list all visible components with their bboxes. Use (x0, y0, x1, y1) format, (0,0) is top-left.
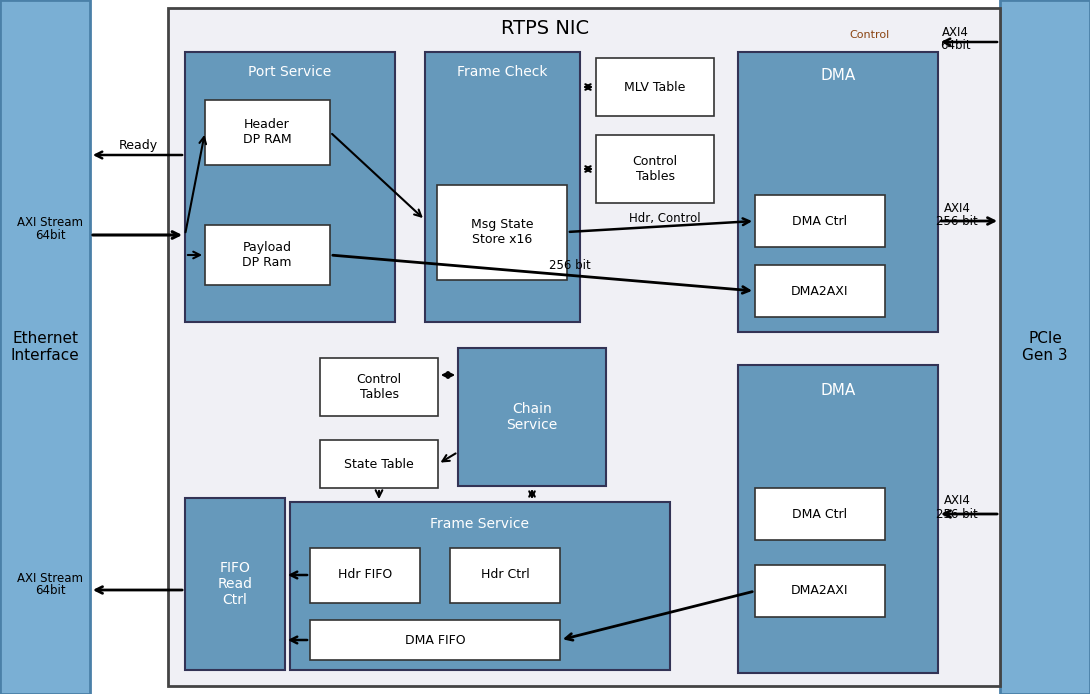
Text: 256 bit: 256 bit (936, 214, 978, 228)
Text: 64bit: 64bit (35, 228, 65, 242)
Text: Hdr Ctrl: Hdr Ctrl (481, 568, 530, 582)
Bar (425, 52, 580, 322)
Text: FIFO
Read
Ctrl: FIFO Read Ctrl (218, 561, 253, 607)
Bar (290, 502, 670, 670)
Text: 256 bit: 256 bit (549, 258, 591, 271)
Text: AXI4: AXI4 (942, 26, 968, 38)
Bar (596, 58, 714, 116)
Text: Hdr FIFO: Hdr FIFO (338, 568, 392, 582)
Bar (437, 185, 567, 280)
Bar (755, 565, 885, 617)
Text: MLV Table: MLV Table (625, 81, 686, 94)
Bar (0, 0, 90, 694)
Text: Control
Tables: Control Tables (632, 155, 678, 183)
Bar (185, 498, 284, 670)
Bar (738, 52, 938, 332)
Text: 256 bit: 256 bit (936, 507, 978, 520)
Bar (185, 52, 395, 322)
Text: AXI Stream: AXI Stream (17, 571, 83, 584)
Bar (205, 100, 330, 165)
Text: Frame Check: Frame Check (457, 65, 547, 79)
Bar (205, 225, 330, 285)
Text: AXI Stream: AXI Stream (17, 216, 83, 228)
Text: DMA: DMA (821, 382, 856, 398)
Text: PCIe
Gen 3: PCIe Gen 3 (1022, 331, 1068, 363)
Text: Control
Tables: Control Tables (356, 373, 401, 401)
Text: DMA2AXI: DMA2AXI (791, 584, 849, 598)
Bar (168, 8, 1000, 686)
Text: 64bit: 64bit (940, 38, 970, 51)
Text: Frame Service: Frame Service (431, 517, 530, 531)
Bar (755, 488, 885, 540)
Text: Hdr, Control: Hdr, Control (629, 212, 701, 224)
Bar (458, 348, 606, 486)
Text: DMA Ctrl: DMA Ctrl (792, 214, 848, 228)
Text: AXI4: AXI4 (944, 493, 970, 507)
Bar (320, 358, 438, 416)
Bar (320, 440, 438, 488)
Text: Ready: Ready (119, 139, 158, 151)
Text: Port Service: Port Service (249, 65, 331, 79)
Text: Control: Control (850, 30, 891, 40)
Text: 64bit: 64bit (35, 584, 65, 598)
Text: DMA: DMA (821, 67, 856, 83)
Bar (450, 548, 560, 603)
Text: State Table: State Table (344, 457, 414, 471)
Bar (310, 548, 420, 603)
Text: Chain
Service: Chain Service (507, 402, 558, 432)
Text: RTPS NIC: RTPS NIC (501, 19, 589, 37)
Bar (596, 135, 714, 203)
Bar (310, 620, 560, 660)
Text: Ethernet
Interface: Ethernet Interface (11, 331, 80, 363)
Text: AXI4: AXI4 (944, 201, 970, 214)
Text: Payload
DP Ram: Payload DP Ram (242, 241, 292, 269)
Bar (755, 265, 885, 317)
Text: Header
DP RAM: Header DP RAM (243, 118, 291, 146)
Bar (738, 365, 938, 673)
Bar (755, 195, 885, 247)
Text: DMA Ctrl: DMA Ctrl (792, 507, 848, 520)
Text: DMA2AXI: DMA2AXI (791, 285, 849, 298)
Text: Msg State
Store x16: Msg State Store x16 (471, 218, 533, 246)
Bar (1000, 0, 1090, 694)
Text: DMA FIFO: DMA FIFO (404, 634, 465, 647)
